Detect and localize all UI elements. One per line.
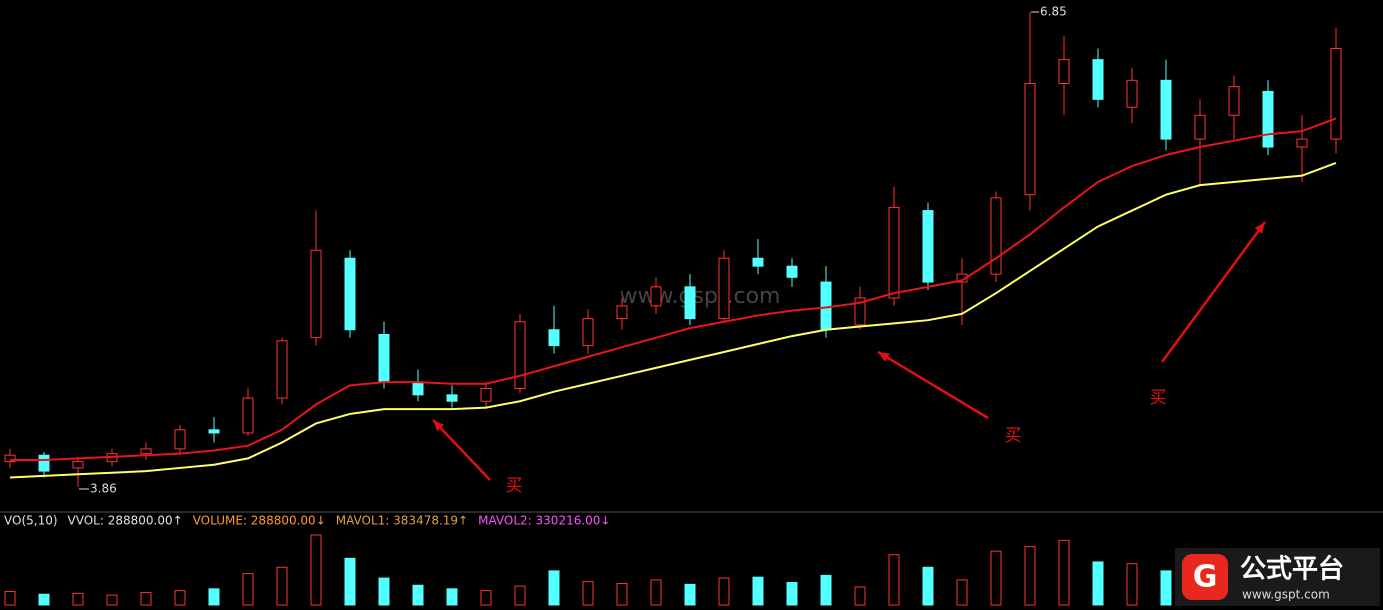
candle-body xyxy=(786,265,798,278)
candle-body xyxy=(72,461,84,469)
candle-body xyxy=(174,429,186,450)
volume-bar xyxy=(990,550,1002,606)
annotation-arrowhead xyxy=(878,352,890,362)
volume-bar xyxy=(174,590,186,606)
logo-icon xyxy=(1182,554,1228,600)
annotation-arrow xyxy=(1160,221,1267,363)
volume-bar xyxy=(1058,539,1070,606)
annotation-label: 买 xyxy=(506,476,523,496)
volume-bar xyxy=(412,584,424,606)
candle-body xyxy=(514,321,526,390)
candle-body xyxy=(1058,59,1070,84)
candle-body xyxy=(1228,86,1240,116)
candle-body xyxy=(1024,82,1036,196)
candle-body xyxy=(1330,48,1342,140)
volume-bar xyxy=(514,585,526,606)
candle-body xyxy=(650,286,662,307)
candle-body xyxy=(1160,79,1172,140)
annotation-arrowhead xyxy=(1254,222,1265,234)
candle-body xyxy=(208,429,220,434)
candle-body xyxy=(820,281,832,331)
watermark: www.gspt.com xyxy=(620,284,781,309)
volume-bar xyxy=(786,582,798,606)
candle-body xyxy=(582,318,594,347)
logo-icon-letter: G xyxy=(1193,560,1218,595)
candle-body xyxy=(1262,90,1274,148)
annotation-arrow xyxy=(432,419,491,481)
volume-bar xyxy=(344,557,356,606)
volume-bar xyxy=(854,586,866,606)
candle-body xyxy=(480,388,492,402)
volume-legend-item: VOLUME: 288800.00↓ xyxy=(193,514,326,528)
volume-legend-item: VO(5,10) xyxy=(4,514,58,528)
volume-bar xyxy=(72,592,84,606)
volume-bar xyxy=(1092,561,1104,606)
volume-bar xyxy=(106,594,118,606)
candle-body xyxy=(888,206,900,299)
volume-bar xyxy=(752,576,764,606)
logo: G 公式平台 www.gspt.com xyxy=(1175,548,1380,606)
annotation-label: 买 xyxy=(1005,426,1022,446)
volume-bar xyxy=(922,566,934,606)
candle-body xyxy=(242,397,254,434)
volume-bar xyxy=(956,579,968,606)
candle-body xyxy=(446,394,458,402)
volume-bar xyxy=(582,581,594,606)
volume-legend-item: VVOL: 288800.00↑ xyxy=(68,514,183,528)
candle-body xyxy=(1194,114,1206,140)
volume-bar xyxy=(4,591,16,606)
candle-body xyxy=(548,329,560,347)
volume-bar xyxy=(548,570,560,606)
candle-body xyxy=(922,210,934,283)
moving-average xyxy=(10,117,1337,461)
logo-title: 公式平台 xyxy=(1240,554,1344,585)
candle-body xyxy=(1092,59,1104,100)
annotation-arrow xyxy=(877,350,989,420)
candle-body xyxy=(276,340,288,399)
candle-body xyxy=(140,448,152,455)
candle-body xyxy=(854,297,866,326)
volume-bar xyxy=(1160,570,1172,606)
moving-average xyxy=(9,161,1337,479)
candle-body xyxy=(1296,138,1308,148)
volume-bar xyxy=(310,534,322,606)
candle-body xyxy=(684,286,696,320)
volume-bar xyxy=(480,590,492,606)
volume-bar xyxy=(208,588,220,606)
annotation-label: 买 xyxy=(1150,388,1167,408)
volume-bar xyxy=(1024,546,1036,606)
volume-bar xyxy=(276,566,288,606)
volume-bar xyxy=(820,574,832,606)
candle-body xyxy=(1126,79,1138,108)
volume-bar xyxy=(1126,563,1138,606)
volume-bar xyxy=(378,577,390,606)
logo-url: www.gspt.com xyxy=(1242,588,1330,602)
low-label: 3.86 xyxy=(90,482,117,496)
volume-bar xyxy=(446,588,458,606)
volume-bar xyxy=(38,593,50,606)
candle-body xyxy=(990,197,1002,275)
volume-bar xyxy=(684,583,696,606)
candle-body xyxy=(38,454,50,472)
high-label: 6.85 xyxy=(1040,5,1067,19)
volume-legend-item: MAVOL1: 383478.19↑ xyxy=(336,514,468,528)
volume-bar xyxy=(718,577,730,606)
candle-body xyxy=(752,257,764,267)
candle-body xyxy=(310,249,322,339)
candle-body xyxy=(412,381,424,396)
volume-bar xyxy=(140,591,152,606)
volume-legend-item: MAVOL2: 330216.00↓ xyxy=(478,514,610,528)
annotation-arrowhead xyxy=(433,420,445,432)
volume-bar xyxy=(888,554,900,606)
volume-bar xyxy=(650,579,662,606)
candle-body xyxy=(344,257,356,331)
candle-body xyxy=(616,305,628,320)
candle-body xyxy=(378,333,390,383)
candle-body xyxy=(4,454,16,463)
volume-bar xyxy=(242,573,254,606)
candle-body xyxy=(718,257,730,320)
volume-bar xyxy=(616,582,628,606)
